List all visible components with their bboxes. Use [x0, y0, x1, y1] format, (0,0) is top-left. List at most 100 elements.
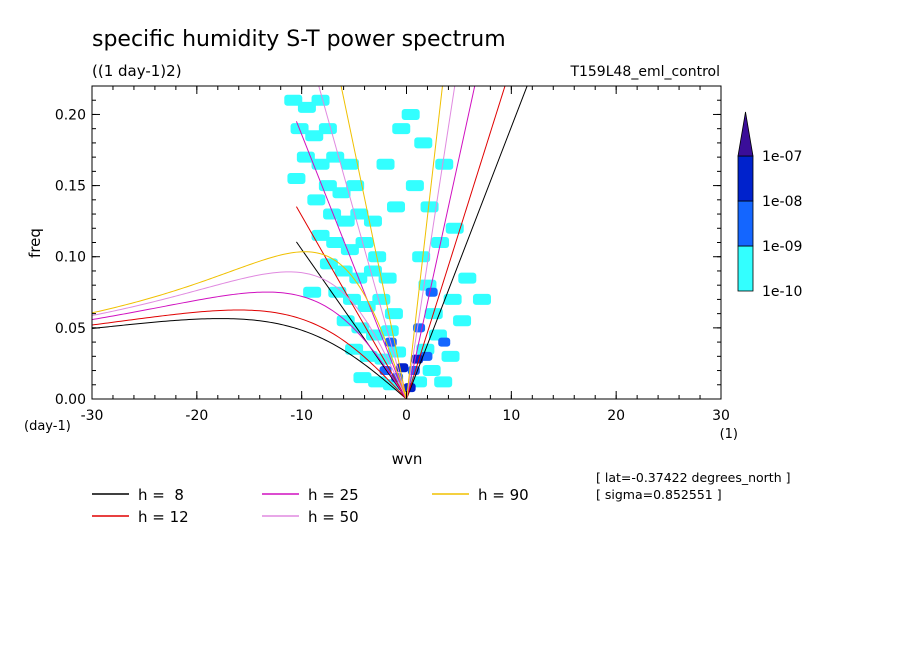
- spectrum-cell: [363, 215, 382, 227]
- spectrum-cell: [296, 151, 315, 163]
- x-tick-label: -10: [290, 408, 313, 424]
- spectrum-cell: [363, 265, 382, 277]
- spectrum-cell: [438, 337, 451, 347]
- colorbar-extend-arrow: [737, 111, 754, 157]
- spectrum-cell: [425, 287, 438, 297]
- y-tick-label: 0.15: [55, 179, 86, 195]
- x-tick-label: 30: [712, 408, 730, 424]
- spectrum-cell: [453, 315, 472, 327]
- y-tick-label: 0.05: [55, 321, 86, 337]
- spectrum-cell: [434, 376, 453, 388]
- spectrum-cell: [435, 158, 454, 170]
- legend-label: h = 8: [138, 486, 184, 504]
- spectrum-cell: [297, 101, 316, 113]
- spectrum-cell: [414, 137, 433, 149]
- legend-label: h = 90: [478, 486, 529, 504]
- rossby-curve: [92, 251, 407, 399]
- y-tick-label: 0.20: [55, 107, 86, 123]
- x-unit-label: (1): [720, 427, 738, 442]
- westward-branch-curve: [340, 86, 407, 399]
- latitude-info: [ lat=-0.37422 degrees_north ]: [596, 470, 790, 485]
- kelvin-curve: [406, 86, 528, 399]
- legend-label: h = 50: [308, 508, 359, 526]
- spectrum-cell: [311, 229, 330, 241]
- colorbar-segment: [737, 245, 754, 292]
- spectrum-cell: [422, 365, 441, 377]
- spectrum-cell: [350, 208, 369, 220]
- spectrum-cell: [441, 350, 460, 362]
- y-axis-label: freq: [26, 228, 44, 258]
- sigma-info: [ sigma=0.852551 ]: [596, 487, 722, 502]
- legend-label: h = 12: [138, 508, 189, 526]
- kelvin-curve: [406, 86, 506, 399]
- spectrum-cell: [355, 237, 374, 248]
- x-tick-label: 0: [402, 408, 411, 424]
- spectrum-cell: [287, 172, 306, 184]
- spectrum-cell: [472, 293, 491, 305]
- x-tick-label: -30: [81, 408, 104, 424]
- spectrum-cell: [328, 286, 347, 298]
- spectrum-cell: [401, 108, 420, 120]
- x-tick-label: -20: [185, 408, 208, 424]
- spectrum-cell: [311, 94, 330, 106]
- spectrum-cell: [368, 376, 387, 388]
- spectrum-cell: [378, 272, 397, 284]
- spectrum-cell: [431, 237, 450, 248]
- y-unit-label: (day-1): [24, 419, 71, 434]
- spectrum-cell: [307, 194, 326, 206]
- colorbar: 1e-10 1e-09 1e-08 1e-07: [737, 111, 802, 300]
- legend-label: h = 25: [308, 486, 359, 504]
- spectrum-cell: [311, 158, 330, 170]
- x-tick-label: 20: [607, 408, 625, 424]
- spectrum-cell: [332, 187, 351, 199]
- x-tick-label: 10: [502, 408, 520, 424]
- spectrum-cell: [392, 123, 411, 135]
- spectrum-cell: [372, 293, 391, 305]
- spectrum-cell: [376, 158, 395, 170]
- westward-branch-curve: [318, 86, 407, 399]
- x-axis-label: wvn: [392, 450, 423, 468]
- spectrum-cell: [323, 208, 342, 220]
- colorbar-segment: [737, 155, 754, 202]
- rossby-curve: [92, 291, 407, 399]
- spectrum-cell: [303, 286, 322, 298]
- spectrum-cell: [346, 180, 365, 192]
- run-label: T159L48_eml_control: [569, 64, 720, 80]
- colorbar-label: 1e-08: [762, 194, 802, 210]
- colorbar-label: 1e-07: [762, 149, 802, 165]
- kelvin-curve: [406, 86, 443, 399]
- colorbar-label: 1e-09: [762, 239, 802, 255]
- spectrum-cell: [405, 180, 424, 192]
- westward-branch-curve: [295, 121, 407, 399]
- colorbar-segment: [737, 200, 754, 247]
- chart-title: specific humidity S-T power spectrum: [92, 27, 506, 52]
- spectrum-cell: [340, 158, 359, 170]
- spectrum-cell: [334, 265, 353, 277]
- rossby-curve: [92, 309, 407, 399]
- spectrum-cell: [340, 244, 359, 256]
- westward-branch-curve: [296, 241, 407, 399]
- colorbar-label: 1e-10: [762, 284, 802, 300]
- spectrum-cell: [412, 251, 431, 263]
- rossby-curve: [92, 318, 407, 399]
- spectrum-cell: [387, 201, 406, 213]
- y-tick-label: 0.00: [55, 392, 86, 408]
- legend: h = 8 h = 12 h = 25 h = 50 h = 90: [92, 486, 529, 526]
- spectrum-cell: [318, 123, 337, 135]
- spectrum-cell: [353, 372, 372, 384]
- spectrum-cell: [443, 293, 462, 305]
- spectrum-cell: [420, 201, 439, 213]
- chart-subtitle: ((1 day-1)2): [92, 62, 182, 80]
- westward-branch-curve: [295, 206, 407, 399]
- kelvin-curve: [406, 86, 456, 399]
- kelvin-curve: [406, 86, 476, 399]
- spectrum-cells: [284, 94, 491, 393]
- spectrum-cell: [284, 94, 303, 106]
- spectrum-cell: [380, 325, 399, 337]
- axes: -30 -20 -10 0 10 20 30 0.00 0.05 0.10 0.15 0.20: [55, 85, 730, 424]
- spectrum-cell: [458, 272, 477, 284]
- dispersion-curves: [92, 86, 528, 399]
- rossby-curve: [92, 271, 407, 399]
- spectrum-cell: [326, 237, 345, 248]
